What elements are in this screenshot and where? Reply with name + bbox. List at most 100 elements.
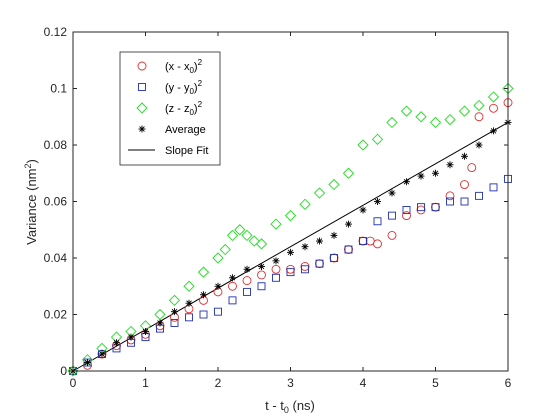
x-tick-label: 3 [287, 376, 294, 390]
data-point [301, 265, 309, 274]
data-point [374, 198, 381, 205]
y-tick-label: 0.04 [44, 251, 68, 265]
data-point [286, 264, 295, 274]
data-point [234, 224, 246, 236]
data-point [444, 113, 456, 126]
legend: (x - x0)2 (y - y0)2 (z - z0)2 Average Slope … [119, 51, 221, 166]
data-point [329, 253, 339, 263]
data-point [474, 112, 484, 122]
data-point [388, 189, 396, 197]
data-point [168, 294, 181, 307]
legend-label: (z - z0)2 [165, 100, 203, 117]
data-point [212, 252, 224, 264]
x-tick-label: 6 [505, 376, 512, 390]
data-point [255, 238, 268, 250]
data-point [400, 105, 413, 117]
data-point [214, 307, 222, 316]
data-point [344, 245, 353, 254]
data-point [219, 243, 231, 256]
data-point [467, 163, 477, 173]
data-point [328, 178, 340, 191]
y-tick-label: 0.12 [44, 25, 68, 39]
x-tick-label: 1 [142, 376, 149, 390]
data-point [432, 169, 439, 177]
data-point [97, 349, 107, 359]
data-point [241, 229, 253, 242]
data-point [359, 237, 367, 246]
data-point [286, 268, 295, 277]
data-point [344, 245, 353, 254]
x-tick-label: 2 [215, 376, 222, 390]
data-point [272, 257, 280, 265]
data-point [272, 273, 280, 282]
data-point [270, 218, 282, 230]
data-point [197, 266, 210, 278]
data-point [185, 313, 193, 322]
data-point [257, 270, 266, 280]
data-point [373, 239, 382, 249]
data-point [156, 319, 164, 327]
data-point [228, 281, 237, 291]
data-point [113, 339, 120, 347]
data-point [386, 116, 398, 129]
data-point [214, 282, 222, 290]
data-point [287, 248, 294, 256]
y-tick-label: 0 [60, 364, 67, 378]
data-point [315, 259, 324, 269]
data-point [300, 262, 310, 271]
data-point [431, 202, 440, 212]
data-point [98, 350, 106, 358]
legend-label: (y - y0)2 [165, 79, 203, 96]
legend-label: Average [165, 124, 206, 136]
data-point [388, 211, 396, 220]
data-point [345, 220, 352, 228]
data-point [446, 161, 454, 169]
data-point [402, 206, 411, 214]
data-point [330, 254, 338, 262]
data-point [358, 236, 368, 246]
data-point [226, 229, 239, 242]
data-point [248, 235, 260, 247]
legend-marker [138, 83, 146, 91]
y-axis-title: Variance (nm2) [23, 159, 39, 245]
data-point [315, 259, 324, 268]
data-point [489, 103, 498, 113]
data-point [373, 217, 382, 226]
data-point [127, 333, 135, 341]
legend-label: (x - x0)2 [165, 58, 203, 75]
data-point [475, 141, 483, 149]
legend-box [119, 51, 221, 166]
data-point [183, 280, 195, 292]
data-point [475, 191, 483, 200]
data-point [402, 211, 411, 221]
series-0 [68, 98, 513, 376]
data-point [359, 206, 367, 214]
data-point [257, 282, 266, 291]
data-point [446, 197, 454, 206]
y-tick-label: 0.02 [44, 308, 68, 322]
data-point [417, 172, 425, 180]
data-point [387, 230, 397, 240]
data-point [445, 191, 455, 201]
data-point [171, 308, 178, 316]
data-point [185, 299, 193, 307]
data-point [487, 91, 500, 103]
data-point [416, 205, 426, 215]
data-point [84, 359, 91, 367]
data-point [357, 139, 369, 151]
data-point [313, 187, 326, 199]
data-point [460, 180, 469, 190]
legend-label: Slope Fit [165, 145, 208, 157]
data-point [243, 287, 251, 296]
data-point [67, 365, 79, 377]
y-tick-label: 0.06 [44, 195, 68, 209]
legend-marker [138, 125, 146, 133]
data-point [473, 99, 485, 112]
data-point [342, 167, 355, 179]
data-point [284, 209, 297, 222]
data-point [199, 310, 208, 319]
data-point [460, 197, 469, 206]
data-point [243, 265, 251, 273]
x-tick-label: 4 [360, 376, 367, 390]
